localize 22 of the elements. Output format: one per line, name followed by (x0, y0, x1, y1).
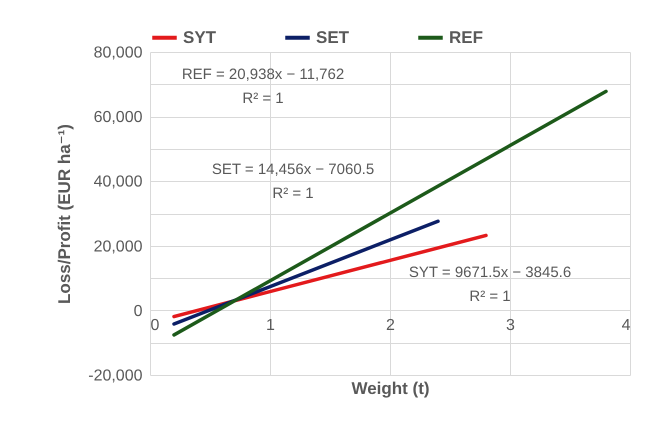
y-tick-label: -20,000 (88, 368, 143, 384)
x-tick-label: 0 (150, 316, 160, 334)
y-tick-label: 60,000 (94, 109, 143, 126)
y-axis-title: Loss/Profit (EUR ha⁻¹) (55, 124, 74, 304)
x-tick-label: 1 (266, 316, 276, 334)
x-tick-label: 2 (386, 316, 396, 334)
y-tick-label: 80,000 (94, 44, 143, 62)
annotation: R² = 1 (469, 288, 511, 305)
x-axis-title: Weight (t) (351, 378, 430, 398)
y-tick-label: 40,000 (94, 174, 143, 191)
annotation: SYT = 9671.5x − 3845.6 (408, 264, 572, 281)
annotation: R² = 1 (242, 90, 284, 107)
x-tick-label: 4 (622, 316, 631, 334)
legend-label: SYT (183, 28, 217, 47)
legend-label: REF (449, 28, 483, 47)
annotation: SET = 14,456x − 7060.5 (212, 161, 374, 178)
x-tick-label: 3 (506, 316, 516, 334)
annotation: REF = 20,938x − 11,762 (182, 66, 344, 83)
y-tick-label: 0 (134, 302, 143, 320)
y-tick-label: 20,000 (94, 238, 143, 256)
annotation: R² = 1 (272, 185, 314, 202)
legend-label: SET (316, 28, 350, 47)
